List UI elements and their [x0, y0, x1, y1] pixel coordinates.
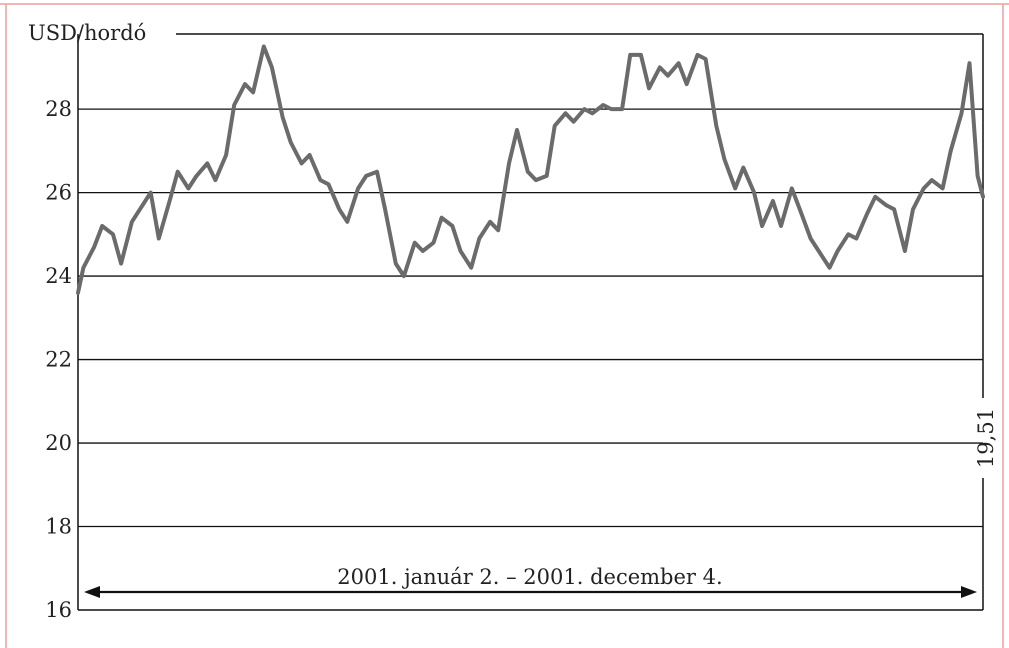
date-range-indicator: 2001. január 2. – 2001. december 4. — [84, 565, 977, 598]
gridlines — [78, 108, 983, 528]
y-tick-labels: 16 18 20 22 24 26 28 — [45, 97, 72, 622]
y-axis-label: USD/hordó — [28, 21, 146, 45]
y-tick-label: 22 — [45, 348, 72, 372]
series-layer — [76, 44, 985, 295]
axes — [77, 33, 984, 611]
y-tick-label: 16 — [45, 598, 72, 622]
y-tick-label: 20 — [45, 431, 72, 455]
range-arrow-right-head — [961, 586, 977, 598]
y-tick-label: 26 — [45, 181, 72, 205]
page-border — [0, 3, 1009, 648]
y-tick-label: 18 — [45, 515, 72, 539]
range-arrow-left-head — [84, 586, 100, 598]
date-range-label: 2001. január 2. – 2001. december 4. — [337, 565, 722, 589]
y-tick-label: 24 — [45, 264, 72, 288]
series-line — [76, 44, 985, 295]
y-tick-label: 28 — [45, 97, 72, 121]
end-value-label: 19,51 — [974, 408, 998, 468]
